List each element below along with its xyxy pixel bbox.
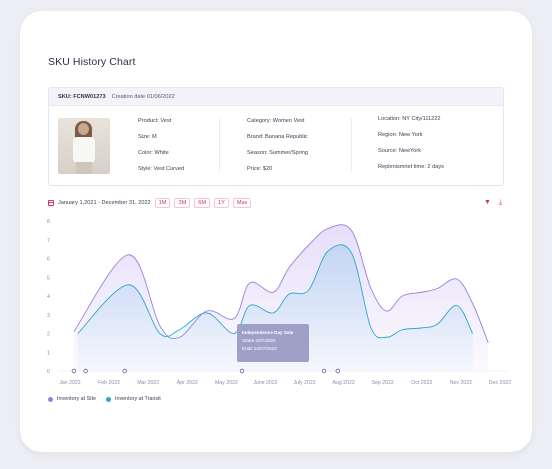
attr-source: Source: NewYork xyxy=(378,148,422,154)
attr-product: Product: Vest xyxy=(138,118,172,124)
chart-legend: Inventory at Site Inventory at Transit xyxy=(48,396,171,402)
tooltip-title: Independence Day Sale xyxy=(242,330,294,335)
x-tick-label: Mar 2022 xyxy=(137,380,159,386)
event-marker[interactable] xyxy=(71,368,77,374)
series-site-area xyxy=(73,224,489,371)
range-3m-button[interactable]: 3M xyxy=(174,198,191,208)
x-tick-label: May 2022 xyxy=(215,380,238,386)
x-tick-label: Aug 2022 xyxy=(333,380,355,386)
x-tick-label: Apr 2022 xyxy=(177,380,198,386)
sku-details-panel: SKU: FCNW01273 Creation date 01/06/2022 … xyxy=(48,87,504,186)
page-title: SKU History Chart xyxy=(48,56,136,68)
x-tick-label: July 2022 xyxy=(293,380,315,386)
attr-brand: Brand: Banana Republic xyxy=(247,134,308,140)
calendar-icon[interactable] xyxy=(48,200,54,206)
sku-attributes-col-1: Product: Vest Size: M Color: White Style… xyxy=(138,117,184,181)
range-1y-button[interactable]: 1Y xyxy=(214,198,229,208)
sku-header: SKU: FCNW01273 Creation date 01/06/2022 xyxy=(49,88,503,106)
event-marker[interactable] xyxy=(239,368,245,374)
tooltip-starts: Starts 4/07/2022 xyxy=(242,338,276,343)
attr-price: Price: $20 xyxy=(247,166,273,172)
x-tick-label: Jan 2022 xyxy=(59,380,80,386)
legend-dot xyxy=(105,396,111,402)
x-tick-label: Oct 2022 xyxy=(411,380,432,386)
date-range-bar: January 1,2021 - December 31, 2022 1M 3M… xyxy=(48,197,252,209)
legend-item-transit[interactable]: Inventory at Transit xyxy=(105,396,161,402)
series-transit-area xyxy=(77,244,473,371)
x-tick-label: Feb 2022 xyxy=(98,380,120,386)
x-tick-label: Nov 2022 xyxy=(450,380,472,386)
attr-category: Category: Women Vest xyxy=(247,118,305,124)
divider xyxy=(351,118,352,172)
tooltip-ends: Ends 14/07/2022 xyxy=(242,346,277,351)
attr-color: Color: White xyxy=(138,150,169,156)
y-tick-label: 3 xyxy=(47,313,50,319)
sku-code: SKU: FCNW01273 xyxy=(58,93,106,100)
event-marker[interactable] xyxy=(335,368,340,374)
chart-card xyxy=(20,11,532,452)
range-1m-button[interactable]: 1M xyxy=(154,198,171,208)
attr-replenishment: Replenismnet time: 2 days xyxy=(378,164,444,170)
filter-icon[interactable]: ▼ xyxy=(484,199,491,206)
y-tick-label: 8 xyxy=(47,219,50,225)
product-image xyxy=(58,118,110,174)
legend-label-transit: Inventory at Transit xyxy=(114,396,161,402)
x-tick-label: Sep 2022 xyxy=(372,380,394,386)
range-6m-button[interactable]: 6M xyxy=(194,198,211,208)
y-tick-label: 7 xyxy=(47,238,50,244)
y-tick-label: 2 xyxy=(47,332,50,338)
sku-attributes-col-3: Location: NY City/111222 Region: New Yor… xyxy=(378,115,444,179)
attr-style: Style: Vest Curved xyxy=(138,166,185,172)
attr-season: Season: Summer/Spring xyxy=(247,150,308,156)
divider xyxy=(219,118,220,172)
legend-dot xyxy=(48,396,53,402)
y-tick-label: 6 xyxy=(47,257,50,263)
sku-creation-date: Creation date 01/06/2022 xyxy=(111,93,175,100)
y-tick-label: 4 xyxy=(47,294,50,300)
legend-item-site[interactable]: Inventory at Site xyxy=(48,396,96,402)
download-icon[interactable]: ⤓ xyxy=(499,199,503,206)
x-tick-label: Dec 2022 xyxy=(489,380,511,386)
event-marker[interactable] xyxy=(122,368,127,374)
legend-label-site: Inventory at Site xyxy=(57,396,96,402)
sku-attributes-col-2: Category: Women Vest Brand: Banana Repub… xyxy=(247,117,308,181)
event-marker[interactable] xyxy=(321,368,327,374)
x-tick-label: June 2022 xyxy=(253,380,277,386)
attr-size: Size: M xyxy=(138,134,157,140)
range-max-button[interactable]: Max xyxy=(232,198,252,208)
series-transit-line[interactable] xyxy=(77,244,474,339)
attr-location: Location: NY City/111222 xyxy=(378,116,441,122)
date-range-label[interactable]: January 1,2021 - December 31, 2022 xyxy=(58,200,151,206)
y-tick-label: 5 xyxy=(47,275,50,281)
event-marker[interactable] xyxy=(83,368,88,374)
y-tick-label: 1 xyxy=(47,350,50,356)
attr-region: Region: New York xyxy=(378,132,423,138)
y-tick-label: 0 xyxy=(47,369,50,375)
event-tooltip: Independence Day Sale Starts 4/07/2022 E… xyxy=(237,324,309,362)
